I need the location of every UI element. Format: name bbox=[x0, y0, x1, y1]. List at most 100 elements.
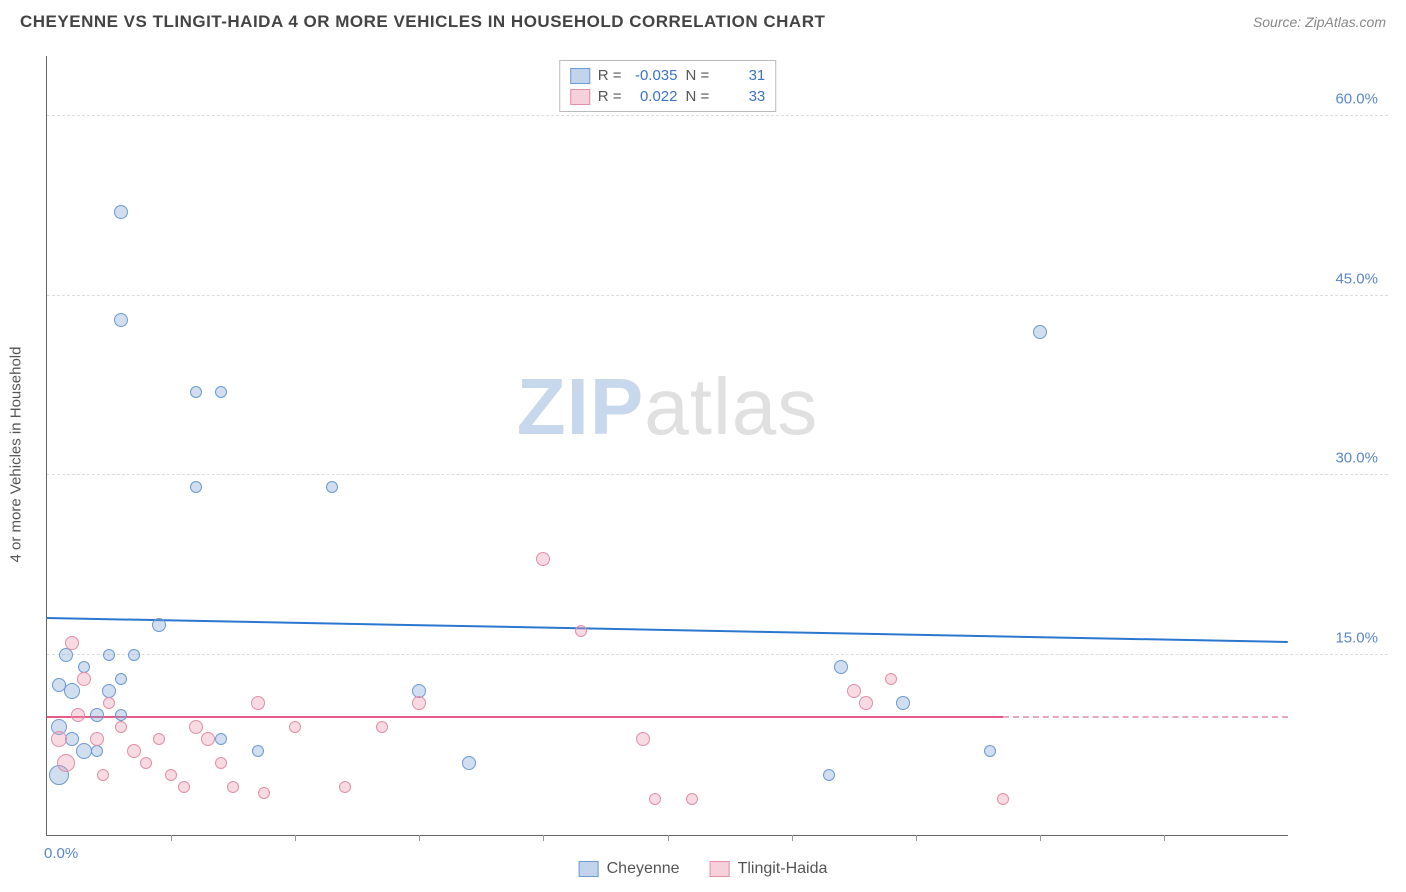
data-point bbox=[215, 733, 227, 745]
data-point bbox=[103, 697, 115, 709]
y-tick-label: 45.0% bbox=[1298, 270, 1378, 287]
data-point bbox=[77, 672, 91, 686]
data-point bbox=[127, 744, 141, 758]
x-tick-mark bbox=[1164, 835, 1165, 841]
trendline-pink bbox=[47, 716, 1003, 718]
trendline-pink-extrap bbox=[1003, 716, 1288, 718]
x-tick-mark bbox=[668, 835, 669, 841]
y-axis-label: 4 or more Vehicles in Household bbox=[8, 347, 25, 563]
r-label: R = bbox=[598, 88, 622, 105]
r-label: R = bbox=[598, 67, 622, 84]
data-point bbox=[1033, 325, 1047, 339]
gridline bbox=[47, 474, 1388, 475]
gridline bbox=[47, 654, 1388, 655]
data-point bbox=[859, 696, 873, 710]
data-point bbox=[885, 673, 897, 685]
swatch-blue-icon bbox=[570, 68, 590, 84]
data-point bbox=[412, 696, 426, 710]
stats-legend: R = -0.035 N = 31 R = 0.022 N = 33 bbox=[559, 60, 777, 112]
data-point bbox=[201, 732, 215, 746]
data-point bbox=[258, 787, 270, 799]
x-tick-mark bbox=[916, 835, 917, 841]
stats-row-blue: R = -0.035 N = 31 bbox=[570, 65, 766, 86]
data-point bbox=[339, 781, 351, 793]
data-point bbox=[575, 625, 587, 637]
data-point bbox=[896, 696, 910, 710]
watermark: ZIPatlas bbox=[517, 361, 818, 453]
data-point bbox=[190, 481, 202, 493]
legend-item-cheyenne: Cheyenne bbox=[579, 860, 680, 878]
data-point bbox=[252, 745, 264, 757]
n-label: N = bbox=[686, 88, 710, 105]
x-tick-mark bbox=[792, 835, 793, 841]
x-tick-mark bbox=[171, 835, 172, 841]
data-point bbox=[128, 649, 140, 661]
x-tick-min: 0.0% bbox=[44, 845, 78, 862]
data-point bbox=[227, 781, 239, 793]
data-point bbox=[59, 648, 73, 662]
data-point bbox=[115, 721, 127, 733]
data-point bbox=[115, 709, 127, 721]
chart-area: 4 or more Vehicles in Household ZIPatlas… bbox=[46, 56, 1388, 836]
data-point bbox=[114, 313, 128, 327]
source-text: Source: ZipAtlas.com bbox=[1253, 14, 1386, 30]
data-point bbox=[152, 618, 166, 632]
data-point bbox=[190, 386, 202, 398]
data-point bbox=[64, 683, 80, 699]
legend-item-tlingit: Tlingit-Haida bbox=[710, 860, 828, 878]
data-point bbox=[90, 732, 104, 746]
data-point bbox=[97, 769, 109, 781]
y-tick-label: 30.0% bbox=[1298, 450, 1378, 467]
n-value: 33 bbox=[717, 88, 765, 105]
data-point bbox=[376, 721, 388, 733]
data-point bbox=[686, 793, 698, 805]
data-point bbox=[140, 757, 152, 769]
stats-row-pink: R = 0.022 N = 33 bbox=[570, 86, 766, 107]
y-tick-label: 15.0% bbox=[1298, 630, 1378, 647]
data-point bbox=[114, 205, 128, 219]
data-point bbox=[153, 733, 165, 745]
r-value: -0.035 bbox=[630, 67, 678, 84]
y-tick-label: 60.0% bbox=[1298, 90, 1378, 107]
data-point bbox=[215, 757, 227, 769]
data-point bbox=[997, 793, 1009, 805]
swatch-blue-icon bbox=[579, 861, 599, 877]
n-value: 31 bbox=[717, 67, 765, 84]
swatch-pink-icon bbox=[570, 89, 590, 105]
data-point bbox=[251, 696, 265, 710]
data-point bbox=[51, 731, 67, 747]
data-point bbox=[71, 708, 85, 722]
data-point bbox=[847, 684, 861, 698]
data-point bbox=[326, 481, 338, 493]
data-point bbox=[91, 745, 103, 757]
data-point bbox=[57, 754, 75, 772]
x-tick-mark bbox=[543, 835, 544, 841]
data-point bbox=[65, 636, 79, 650]
r-value: 0.022 bbox=[630, 88, 678, 105]
trendline-blue bbox=[47, 617, 1288, 643]
x-tick-mark bbox=[1040, 835, 1041, 841]
data-point bbox=[984, 745, 996, 757]
data-point bbox=[103, 649, 115, 661]
data-point bbox=[178, 781, 190, 793]
legend-label: Cheyenne bbox=[607, 860, 680, 878]
data-point bbox=[536, 552, 550, 566]
x-tick-mark bbox=[419, 835, 420, 841]
series-legend: Cheyenne Tlingit-Haida bbox=[579, 860, 828, 878]
plot-area: ZIPatlas R = -0.035 N = 31 R = 0.022 N =… bbox=[46, 56, 1288, 836]
data-point bbox=[649, 793, 661, 805]
data-point bbox=[462, 756, 476, 770]
data-point bbox=[189, 720, 203, 734]
data-point bbox=[636, 732, 650, 746]
data-point bbox=[102, 684, 116, 698]
data-point bbox=[289, 721, 301, 733]
gridline bbox=[47, 295, 1388, 296]
n-label: N = bbox=[686, 67, 710, 84]
data-point bbox=[834, 660, 848, 674]
data-point bbox=[215, 386, 227, 398]
data-point bbox=[823, 769, 835, 781]
chart-title: CHEYENNE VS TLINGIT-HAIDA 4 OR MORE VEHI… bbox=[20, 12, 825, 32]
swatch-pink-icon bbox=[710, 861, 730, 877]
gridline bbox=[47, 115, 1388, 116]
x-tick-mark bbox=[295, 835, 296, 841]
